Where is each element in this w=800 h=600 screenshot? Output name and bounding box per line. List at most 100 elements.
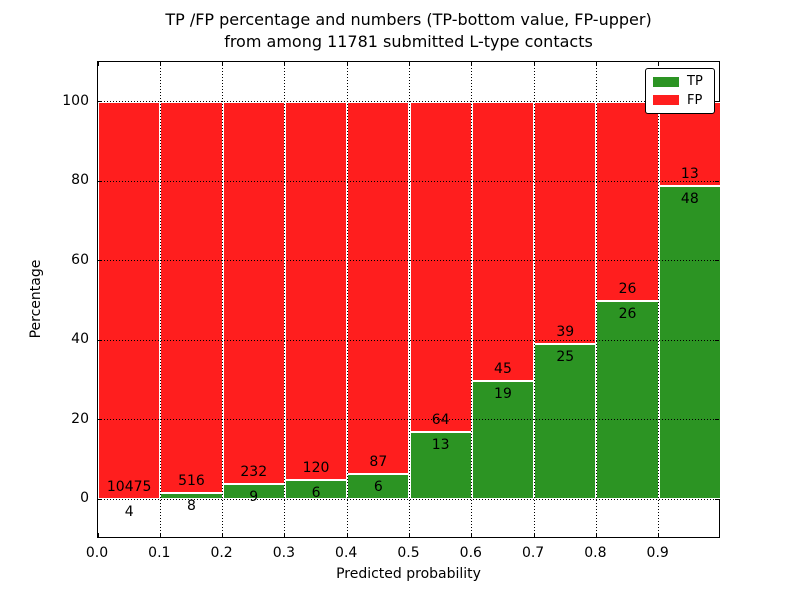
x-tick-mark xyxy=(284,62,286,66)
gridline-vertical xyxy=(595,62,597,537)
chart-title-line1: TP /FP percentage and numbers (TP-bottom… xyxy=(165,10,652,29)
x-tick-mark xyxy=(595,533,597,537)
y-tick-label: 0 xyxy=(80,490,89,507)
y-tick-mark xyxy=(715,260,719,262)
gridline-vertical xyxy=(409,62,410,537)
bar-segment-fp xyxy=(222,101,285,485)
y-axis-label: Percentage xyxy=(28,259,44,339)
grid-layer xyxy=(98,62,719,537)
bar-segment-fp xyxy=(284,101,348,481)
gridline-vertical xyxy=(222,62,224,537)
x-axis-label: Predicted probability xyxy=(336,566,481,582)
x-tick-mark xyxy=(97,62,99,66)
x-tick-label: 0.9 xyxy=(646,545,669,561)
bar-label-fp-count: 10475 xyxy=(106,479,152,496)
bar-label-tp-count: 25 xyxy=(556,348,575,365)
y-tick-label: 60 xyxy=(71,251,89,268)
bar-label-tp-count: 6 xyxy=(373,478,383,495)
x-tick-mark xyxy=(159,533,161,537)
bar-segment-fp xyxy=(658,101,721,187)
gridline-horizontal xyxy=(98,260,719,262)
bar-segment-fp xyxy=(534,101,597,344)
y-tick-mark xyxy=(715,339,719,341)
bar-segment-tp xyxy=(658,186,721,500)
gridline-horizontal xyxy=(98,101,719,103)
gridline-horizontal xyxy=(98,339,719,341)
y-tick-mark xyxy=(715,101,719,103)
bar-label-fp-count: 13 xyxy=(680,166,699,183)
bar-label-tp-count: 6 xyxy=(311,485,321,502)
bar-label-fp-count: 120 xyxy=(302,460,330,477)
x-tick-mark xyxy=(533,533,535,537)
y-tick-mark xyxy=(715,180,719,182)
legend-entry-tp: TP xyxy=(653,74,707,89)
legend-label-fp: FP xyxy=(687,92,703,108)
y-tick-label: 100 xyxy=(62,92,89,109)
chart-title: TP /FP percentage and numbers (TP-bottom… xyxy=(97,9,720,53)
bar-segment-fp xyxy=(347,101,410,474)
bar-segment-tp xyxy=(409,432,472,500)
legend-swatch-fp-icon xyxy=(653,95,679,106)
bar-label-tp-count: 48 xyxy=(680,191,699,208)
bar-segment-fp xyxy=(98,101,161,500)
x-tick-mark xyxy=(222,533,224,537)
bar-segment-fp xyxy=(596,101,659,301)
x-tick-mark xyxy=(284,533,286,537)
bar-label-fp-count: 39 xyxy=(556,323,575,340)
legend-swatch-tp-icon xyxy=(653,76,679,87)
y-tick-label: 20 xyxy=(71,410,89,427)
bar-segment-fp xyxy=(409,101,472,433)
y-tick-mark xyxy=(98,180,102,182)
x-tick-mark xyxy=(533,62,535,66)
bars-layer xyxy=(98,62,721,537)
x-tick-mark xyxy=(346,533,348,537)
x-tick-label: 0.5 xyxy=(397,545,420,561)
x-tick-mark xyxy=(471,533,473,537)
bar-label-fp-count: 26 xyxy=(618,280,637,297)
x-tick-label: 0.1 xyxy=(148,545,171,561)
x-tick-mark xyxy=(346,62,348,66)
bar-label-tp-count: 26 xyxy=(618,305,637,322)
gridline-vertical xyxy=(159,62,161,537)
bar-label-fp-count: 45 xyxy=(494,361,512,378)
bar-segment-tp xyxy=(534,343,597,500)
legend: TP FP xyxy=(645,68,715,114)
gridline-horizontal xyxy=(98,419,719,421)
gridline-horizontal xyxy=(98,498,719,500)
y-tick-label: 40 xyxy=(71,331,89,348)
plot-area: 10475 4 516 8 232 9 120 6 87 6 64 13 45 19 39 25 26 26 13 4… xyxy=(97,61,721,538)
bar-segment-tp xyxy=(284,480,348,500)
legend-entry-fp: FP xyxy=(653,93,707,108)
gridline-vertical xyxy=(471,62,473,537)
x-tick-mark xyxy=(409,62,410,66)
bar-label-fp-count: 516 xyxy=(178,473,205,490)
y-tick-label: 80 xyxy=(71,172,89,189)
y-tick-mark xyxy=(98,260,102,262)
bar-label-tp-count: 13 xyxy=(431,437,450,454)
bar-segment-tp xyxy=(160,493,223,500)
gridline-horizontal xyxy=(98,180,719,182)
gridline-vertical xyxy=(284,62,286,537)
x-tick-label: 0.7 xyxy=(521,545,545,561)
bar-label-tp-count: 19 xyxy=(494,386,512,403)
x-tick-label: 0.2 xyxy=(210,545,233,561)
x-tick-label: 0.8 xyxy=(584,545,607,561)
y-tick-mark xyxy=(98,101,102,103)
legend-label-tp: TP xyxy=(687,74,703,90)
x-tick-mark xyxy=(97,533,99,537)
bar-label-fp-count: 87 xyxy=(369,453,388,470)
bar-segment-tp xyxy=(347,473,410,500)
gridline-vertical xyxy=(346,62,348,537)
x-tick-mark xyxy=(159,62,161,66)
x-tick-mark xyxy=(658,533,660,537)
bar-segment-fp xyxy=(471,101,535,382)
x-tick-label: 0.6 xyxy=(459,545,482,561)
y-tick-mark xyxy=(715,498,719,500)
chart-title-line2: from among 11781 submitted L-type contac… xyxy=(224,32,593,51)
x-tick-mark xyxy=(222,62,224,66)
y-tick-mark xyxy=(98,419,102,421)
y-tick-mark xyxy=(98,339,102,341)
x-tick-label: 0.0 xyxy=(85,545,109,561)
annotations-layer: 10475 4 516 8 232 9 120 6 87 6 64 13 45 19 39 25 26 26 13 4… xyxy=(98,62,719,537)
bar-segment-fp xyxy=(160,101,223,494)
